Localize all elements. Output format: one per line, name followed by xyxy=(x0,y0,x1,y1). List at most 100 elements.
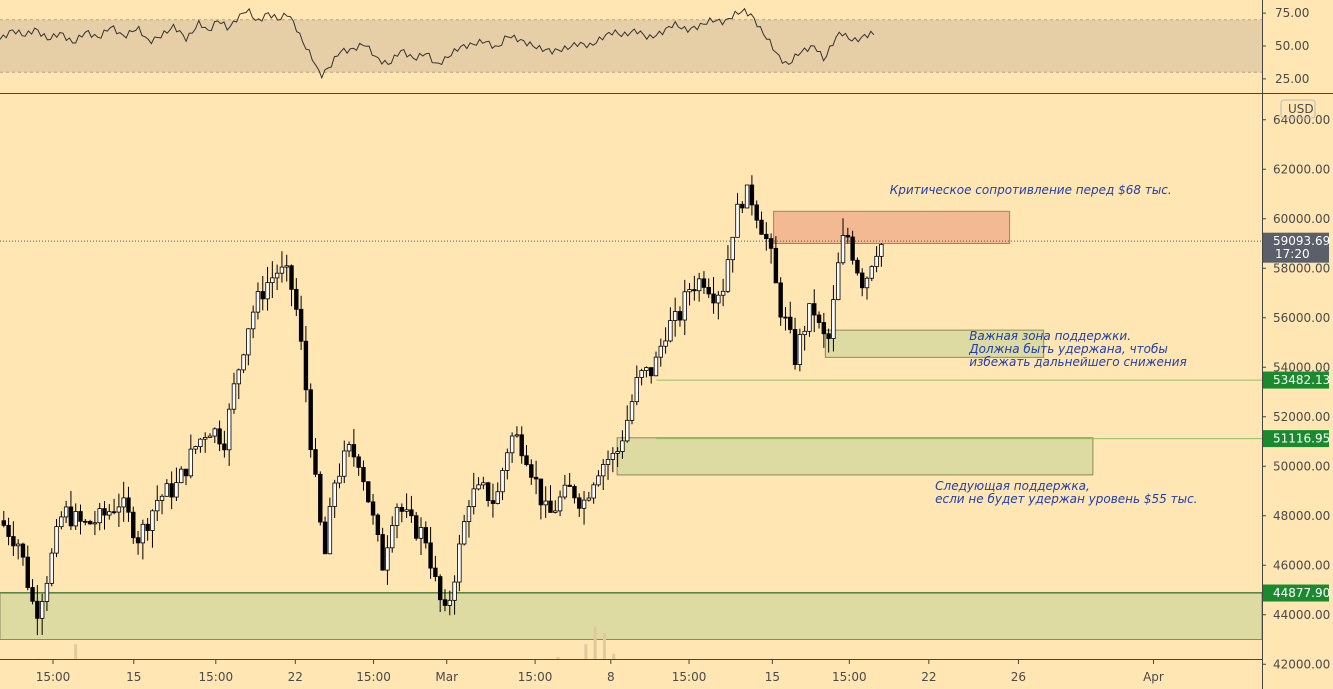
candle-body-38 xyxy=(183,468,189,477)
candle-body-177 xyxy=(850,236,855,261)
level-label-0-text: 53482.13 xyxy=(1273,373,1330,387)
candle-body-175 xyxy=(840,235,846,264)
candle-body-62 xyxy=(298,308,304,342)
candle-body-5 xyxy=(25,556,30,588)
level-label-0-bg xyxy=(1263,371,1329,389)
candle-body-0 xyxy=(1,520,6,526)
candle-body-19 xyxy=(92,522,98,525)
candle-body-47 xyxy=(226,408,232,451)
price-tick-label: 58000.00 xyxy=(1273,261,1330,275)
candle-body-94 xyxy=(452,581,457,601)
candle-body-49 xyxy=(236,369,241,385)
candle-body-30 xyxy=(145,523,150,531)
price-tick-label: 64000.00 xyxy=(1273,113,1330,127)
candle-body-122 xyxy=(586,497,592,501)
candle-body-181 xyxy=(869,266,874,279)
resistance-zone-0 xyxy=(773,210,1011,244)
candle-body-100 xyxy=(481,482,486,486)
candle-body-48 xyxy=(231,383,237,410)
candle-body-28 xyxy=(135,537,141,544)
candle-body-141 xyxy=(677,311,683,321)
candle-body-75 xyxy=(361,467,366,483)
candle-body-132 xyxy=(634,377,640,403)
candle-body-43 xyxy=(207,435,213,438)
candle-body-91 xyxy=(437,576,443,601)
candle-body-164 xyxy=(788,316,793,330)
candle-body-74 xyxy=(356,456,361,468)
candle-body-86 xyxy=(414,515,419,539)
candle-body-87 xyxy=(418,527,424,539)
rsi-band xyxy=(0,19,1262,73)
candle-body-150 xyxy=(720,290,726,296)
candle-body-174 xyxy=(836,262,841,300)
candle-body-29 xyxy=(140,523,146,544)
annotation-line: Должна быть удержана, чтобы xyxy=(968,342,1168,356)
time-tick-label: Apr xyxy=(1143,670,1164,684)
candle-body-154 xyxy=(740,203,745,209)
annotation-line: Критическое сопротивление перед $68 тыс. xyxy=(890,183,1172,197)
time-tick-label: 15:00 xyxy=(832,670,867,684)
candle-body-155 xyxy=(744,184,750,209)
candle-body-35 xyxy=(169,483,174,498)
candle-body-69 xyxy=(332,482,337,507)
main-pane[interactable]: Критическое сопротивление перед $68 тыс.… xyxy=(0,175,1263,689)
candle-body-115 xyxy=(553,510,558,513)
candle-body-98 xyxy=(471,488,476,508)
price-tick-label: 62000.00 xyxy=(1273,162,1330,176)
price-tick-label: 52000.00 xyxy=(1273,410,1330,424)
candle-body-72 xyxy=(346,444,352,452)
time-tick-label: 22 xyxy=(288,670,303,684)
candle-body-99 xyxy=(476,484,481,490)
candle-body-12 xyxy=(59,516,64,528)
rsi-tick-label: 25.00 xyxy=(1275,72,1309,86)
price-tick-label: 46000.00 xyxy=(1273,558,1330,572)
candle-body-111 xyxy=(533,476,539,480)
level-label-0: 53482.13 xyxy=(1263,371,1330,389)
candle-body-21 xyxy=(102,508,107,516)
rsi-pane[interactable] xyxy=(0,7,1333,94)
candle-body-117 xyxy=(562,484,568,498)
candle-body-128 xyxy=(615,451,620,454)
candle-body-116 xyxy=(557,496,563,512)
candle-body-104 xyxy=(500,470,505,493)
candle-body-113 xyxy=(543,500,548,506)
price-tick-label: 50000.00 xyxy=(1273,459,1330,473)
candle-body-148 xyxy=(711,293,716,304)
price-tick-label: 60000.00 xyxy=(1273,212,1330,226)
candle-body-131 xyxy=(629,401,635,421)
candle-body-114 xyxy=(548,500,553,513)
candle-body-89 xyxy=(428,542,433,569)
candle-body-107 xyxy=(514,434,520,437)
candle-body-97 xyxy=(466,506,472,522)
rsi-tick-label: 50.00 xyxy=(1275,39,1309,53)
candle-body-167 xyxy=(802,330,807,336)
candle-body-106 xyxy=(509,435,515,454)
candle-body-67 xyxy=(322,521,328,555)
candle-body-15 xyxy=(73,511,78,527)
candle-body-42 xyxy=(203,437,208,440)
candle-body-118 xyxy=(567,484,572,487)
rsi-tick-label: 75.00 xyxy=(1275,6,1309,20)
candle-body-16 xyxy=(78,511,83,522)
candle-body-133 xyxy=(639,370,644,378)
candle-body-163 xyxy=(783,316,788,319)
candle-body-109 xyxy=(524,455,529,466)
price-tick-label: 56000.00 xyxy=(1273,311,1330,325)
candle-body-55 xyxy=(265,282,270,300)
candle-body-82 xyxy=(394,506,400,526)
level-label-2-text: 44877.90 xyxy=(1273,586,1330,600)
candle-body-125 xyxy=(601,464,606,477)
candle-body-77 xyxy=(370,501,376,516)
candle-body-95 xyxy=(457,543,462,583)
level-label-2: 44877.90 xyxy=(1263,584,1330,602)
time-tick-label: 22 xyxy=(921,670,936,684)
candle-body-110 xyxy=(529,464,534,478)
support-zone-2 xyxy=(616,437,1094,476)
candle-body-63 xyxy=(303,340,309,391)
currency-badge xyxy=(1280,99,1316,119)
candle-body-53 xyxy=(255,291,261,313)
candle-body-142 xyxy=(682,291,687,321)
candle-body-90 xyxy=(433,567,438,578)
candle-body-9 xyxy=(44,582,50,602)
